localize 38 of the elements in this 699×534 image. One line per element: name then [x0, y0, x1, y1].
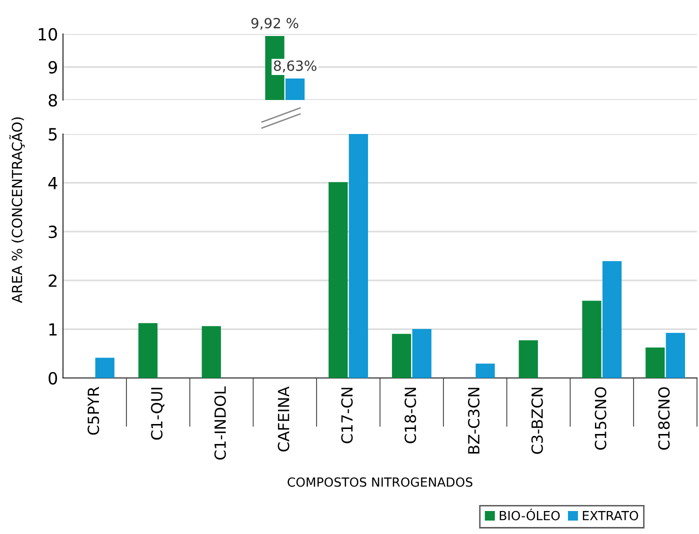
y-tick-label: 0: [48, 372, 58, 385]
bar: [476, 364, 495, 378]
x-tick-label: BZ-C3CN: [468, 388, 480, 454]
bar: [95, 358, 114, 378]
y-axis-title: AREA % (CONCENTRAÇÃO): [9, 117, 25, 303]
bar: [582, 300, 602, 378]
x-tick-label: C17-CN: [341, 388, 353, 444]
x-axis-title: COMPOSTOS NITROGENADOS: [288, 477, 472, 487]
bar: [392, 334, 412, 378]
x-tick-label: C3-BZCN: [531, 388, 543, 454]
y-tick-label: 5: [48, 128, 57, 141]
bar: [666, 332, 686, 378]
bar: [602, 261, 622, 378]
y-tick-label: 2: [48, 274, 56, 287]
y-tick-label: 9: [48, 60, 57, 74]
data-label: 8,63%: [274, 60, 316, 72]
x-tick-label: C1-QUI: [150, 388, 164, 440]
x-tick-label: CAFEINA: [278, 386, 290, 452]
x-tick-label: C18-CN: [404, 388, 416, 444]
bar: [412, 328, 432, 378]
bar: [202, 326, 221, 378]
x-tick-label: C5PYR: [88, 386, 100, 435]
y-tick-label: 1: [49, 323, 57, 336]
y-tick-label: 10: [38, 28, 58, 41]
x-tick-label: C15CNO: [594, 387, 606, 450]
bar: [138, 323, 158, 378]
y-tick-label: 8: [48, 94, 57, 107]
x-tick-label: C18CNO: [658, 387, 670, 450]
y-tick-label: 4: [48, 176, 58, 190]
bar: [348, 134, 368, 378]
y-tick-label: 3: [48, 226, 57, 238]
bar: [328, 182, 348, 378]
data-label: 9,92 %: [251, 18, 298, 30]
bar: [518, 340, 538, 378]
x-tick-label: C1-INDOL: [214, 386, 226, 460]
legend-label: EXTRATO: [582, 510, 638, 520]
bar: [646, 348, 665, 378]
legend-label: BIO-ÓLEO: [500, 508, 560, 520]
